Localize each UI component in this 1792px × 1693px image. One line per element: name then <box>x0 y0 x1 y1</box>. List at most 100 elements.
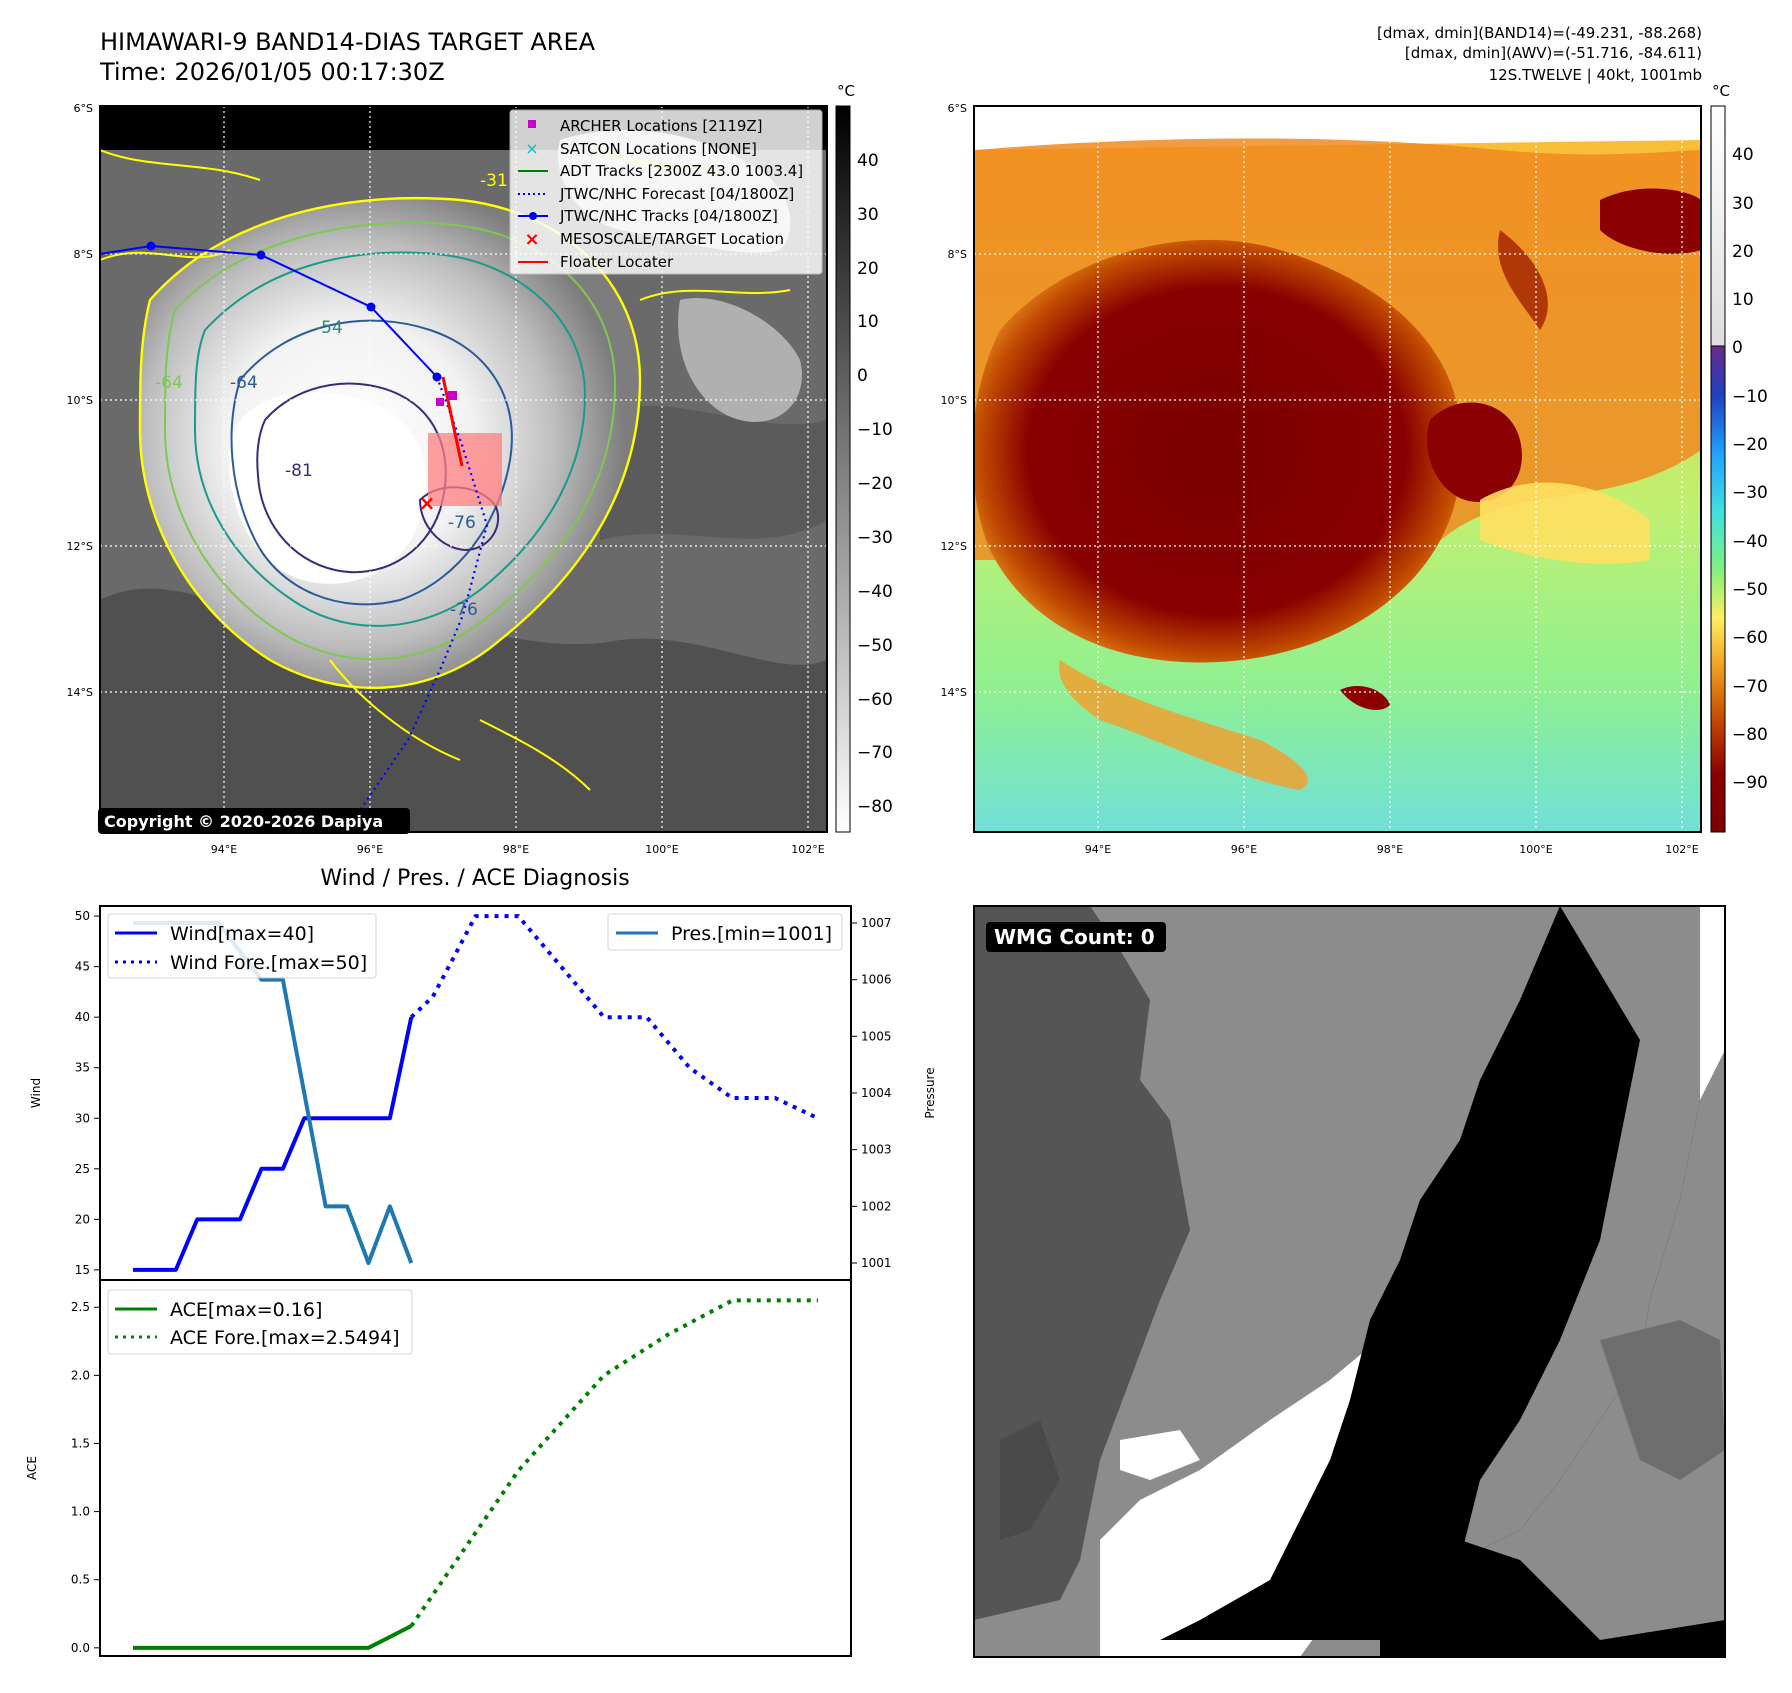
archer-markers <box>436 391 457 406</box>
pressure-legend: Pres.[min=1001] <box>607 913 843 951</box>
pressure-ytick-label: 1007 <box>861 916 892 930</box>
svg-text:ACE[max=0.16]: ACE[max=0.16] <box>170 1299 322 1321</box>
color-colorbar: °C 40 30 20 10 0 −10 −20 −30 −40 −50 −60… <box>1710 82 1768 833</box>
ace-ytick-label: 1.0 <box>71 1505 90 1519</box>
ace-ytick-label: 2.5 <box>71 1300 90 1314</box>
pressure-ytick-label: 1002 <box>861 1199 892 1213</box>
svg-text:−50: −50 <box>1732 580 1768 600</box>
map2-lon-labels: 94°E 96°E 98°E 100°E 102°E <box>1085 843 1699 856</box>
svg-text:10°S: 10°S <box>941 394 967 407</box>
svg-text:Pres.[min=1001]: Pres.[min=1001] <box>671 923 832 945</box>
svg-text:40: 40 <box>857 151 879 171</box>
stats-awv: [dmax, dmin](AWV)=(-51.716, -84.611) <box>1405 44 1702 62</box>
wind-ytick-label: 25 <box>75 1162 90 1176</box>
map1-lat-labels: 6°S 8°S 10°S 12°S 14°S <box>67 102 93 699</box>
gray-colorbar: °C 40 30 20 10 0 −10 −20 −30 −40 −50 −60… <box>835 82 893 833</box>
wmg-frame <box>973 905 1726 1658</box>
ace-left-axis: 0.0 0.5 1.0 1.5 2.0 2.5 <box>71 1300 100 1655</box>
svg-text:0: 0 <box>857 366 868 386</box>
wind-series-line-0 <box>133 1016 414 1272</box>
svg-text:6°S: 6°S <box>74 102 93 115</box>
svg-text:−10: −10 <box>1732 387 1768 407</box>
wind-ylabel: Wind <box>29 1078 43 1108</box>
svg-text:30: 30 <box>1732 194 1754 214</box>
pressure-ytick-label: 1006 <box>861 973 892 987</box>
svg-text:−20: −20 <box>857 474 893 494</box>
diagnosis-title: Wind / Pres. / ACE Diagnosis <box>320 866 629 891</box>
pressure-ytick-label: 1001 <box>861 1256 892 1270</box>
stats-band14: [dmax, dmin](BAND14)=(-49.231, -88.268) <box>1377 24 1702 42</box>
svg-text:−80: −80 <box>857 797 893 817</box>
svg-text:×: × <box>525 139 538 158</box>
svg-text:94°E: 94°E <box>1085 843 1111 856</box>
ir-color-map <box>974 106 1701 832</box>
svg-text:94°E: 94°E <box>211 843 237 856</box>
svg-text:102°E: 102°E <box>791 843 824 856</box>
svg-text:°C: °C <box>837 82 855 100</box>
pressure-right-axis: 1001 1002 1003 1004 1005 1006 1007 <box>851 916 892 1270</box>
wind-ytick-label: 30 <box>75 1111 90 1125</box>
wind-ytick-label: 45 <box>75 960 90 974</box>
svg-text:WMG Count: 0: WMG Count: 0 <box>994 925 1155 949</box>
svg-text:30: 30 <box>857 205 879 225</box>
ace-series-line-0 <box>133 1624 413 1650</box>
svg-text:−70: −70 <box>857 743 893 763</box>
wind-left-axis: 15 20 25 30 35 40 45 50 <box>75 909 100 1277</box>
wind-ytick-label: 15 <box>75 1263 90 1277</box>
svg-text:8°S: 8°S <box>948 248 967 261</box>
pressure-ytick-label: 1004 <box>861 1086 892 1100</box>
svg-text:10: 10 <box>1732 290 1754 310</box>
svg-text:14°S: 14°S <box>67 686 93 699</box>
svg-text:-54: -54 <box>315 318 343 338</box>
svg-text:JTWC/NHC Tracks [04/1800Z]: JTWC/NHC Tracks [04/1800Z] <box>559 207 778 225</box>
svg-text:100°E: 100°E <box>1519 843 1552 856</box>
svg-text:°C: °C <box>1712 82 1730 100</box>
svg-text:ACE Fore.[max=2.5494]: ACE Fore.[max=2.5494] <box>170 1327 400 1349</box>
svg-text:-76: -76 <box>448 513 476 533</box>
svg-text:10: 10 <box>857 312 879 332</box>
map2-frame <box>973 105 1702 833</box>
floater-locater-line <box>441 376 464 467</box>
svg-text:96°E: 96°E <box>357 843 383 856</box>
svg-text:−20: −20 <box>1732 435 1768 455</box>
ace-series <box>133 1298 818 1650</box>
pressure-ytick-label: 1005 <box>861 1029 892 1043</box>
copyright-badge: Copyright © 2020-2026 Dapiya <box>98 808 410 834</box>
ace-ylabel: ACE <box>25 1456 39 1480</box>
wind-legend: Wind[max=40] Wind Fore.[max=50] <box>107 913 377 979</box>
svg-text:−40: −40 <box>857 582 893 602</box>
svg-text:98°E: 98°E <box>1377 843 1403 856</box>
map1-frame <box>99 105 828 833</box>
jtwc-forecast-line <box>359 376 489 811</box>
svg-text:−10: −10 <box>857 420 893 440</box>
svg-text:40: 40 <box>1732 145 1754 165</box>
svg-text:×: × <box>524 229 539 250</box>
svg-text:8°S: 8°S <box>74 248 93 261</box>
svg-text:Floater Locater: Floater Locater <box>560 253 674 271</box>
svg-text:−30: −30 <box>857 528 893 548</box>
svg-text:−90: −90 <box>1732 773 1768 793</box>
map2-gridlines <box>974 106 1701 832</box>
svg-text:12°S: 12°S <box>67 540 93 553</box>
ace-ytick-label: 2.0 <box>71 1368 90 1382</box>
map1-lon-labels: 94°E 96°E 98°E 100°E 102°E <box>211 843 825 856</box>
wmg-count-badge: WMG Count: 0 <box>986 922 1166 952</box>
figure-title: HIMAWARI-9 BAND14-DIAS TARGET AREA <box>100 28 596 56</box>
svg-text:ARCHER Locations [2119Z]: ARCHER Locations [2119Z] <box>560 117 763 135</box>
ace-legend: ACE[max=0.16] ACE Fore.[max=2.5494] <box>107 1289 413 1355</box>
svg-text:-76: -76 <box>450 600 478 620</box>
ace-ytick-label: 0.5 <box>71 1573 90 1587</box>
target-area-box <box>428 433 502 506</box>
svg-text:−40: −40 <box>1732 532 1768 552</box>
svg-text:ADT Tracks [2300Z 43.0 1003.4]: ADT Tracks [2300Z 43.0 1003.4] <box>560 162 803 180</box>
wind-ytick-label: 50 <box>75 909 90 923</box>
svg-text:98°E: 98°E <box>503 843 529 856</box>
svg-text:JTWC/NHC Forecast [04/1800Z]: JTWC/NHC Forecast [04/1800Z] <box>559 185 794 203</box>
svg-text:−60: −60 <box>1732 628 1768 648</box>
contour-labels: -54 -64 -64 -81 -76 -76 -31 <box>155 171 508 620</box>
svg-text:102°E: 102°E <box>1665 843 1698 856</box>
svg-text:-31: -31 <box>480 171 508 191</box>
svg-text:Copyright © 2020-2026 Dapiya: Copyright © 2020-2026 Dapiya <box>104 812 383 831</box>
target-location-marker: × <box>419 491 436 515</box>
svg-text:14°S: 14°S <box>941 686 967 699</box>
